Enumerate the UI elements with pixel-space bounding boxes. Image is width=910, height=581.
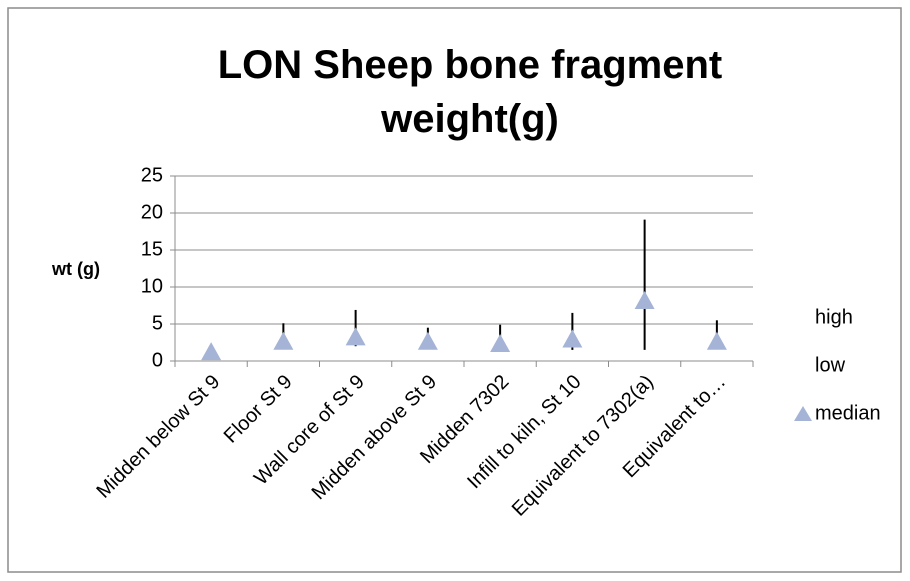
median-marker bbox=[201, 342, 222, 361]
median-marker bbox=[417, 331, 438, 350]
y-tick-label: 20 bbox=[141, 201, 163, 223]
y-tick-label: 25 bbox=[141, 164, 163, 186]
y-tick-label: 10 bbox=[141, 275, 163, 297]
median-marker bbox=[273, 331, 294, 350]
median-marker bbox=[562, 329, 583, 348]
median-marker bbox=[706, 331, 727, 350]
median-marker bbox=[345, 327, 366, 346]
legend-marker bbox=[794, 406, 812, 421]
y-tick-label: 5 bbox=[152, 312, 163, 334]
legend-label: high bbox=[815, 306, 853, 328]
median-marker bbox=[490, 333, 511, 352]
legend-label: low bbox=[815, 354, 846, 376]
legend-label: median bbox=[815, 402, 881, 424]
chart-title: LON Sheep bone fragment weight(g) bbox=[217, 43, 723, 141]
y-axis-label: wt (g) bbox=[51, 259, 100, 279]
y-tick-label: 15 bbox=[141, 238, 163, 260]
chart-border bbox=[7, 7, 902, 573]
median-marker bbox=[634, 291, 655, 310]
y-tick-label: 0 bbox=[152, 349, 163, 371]
